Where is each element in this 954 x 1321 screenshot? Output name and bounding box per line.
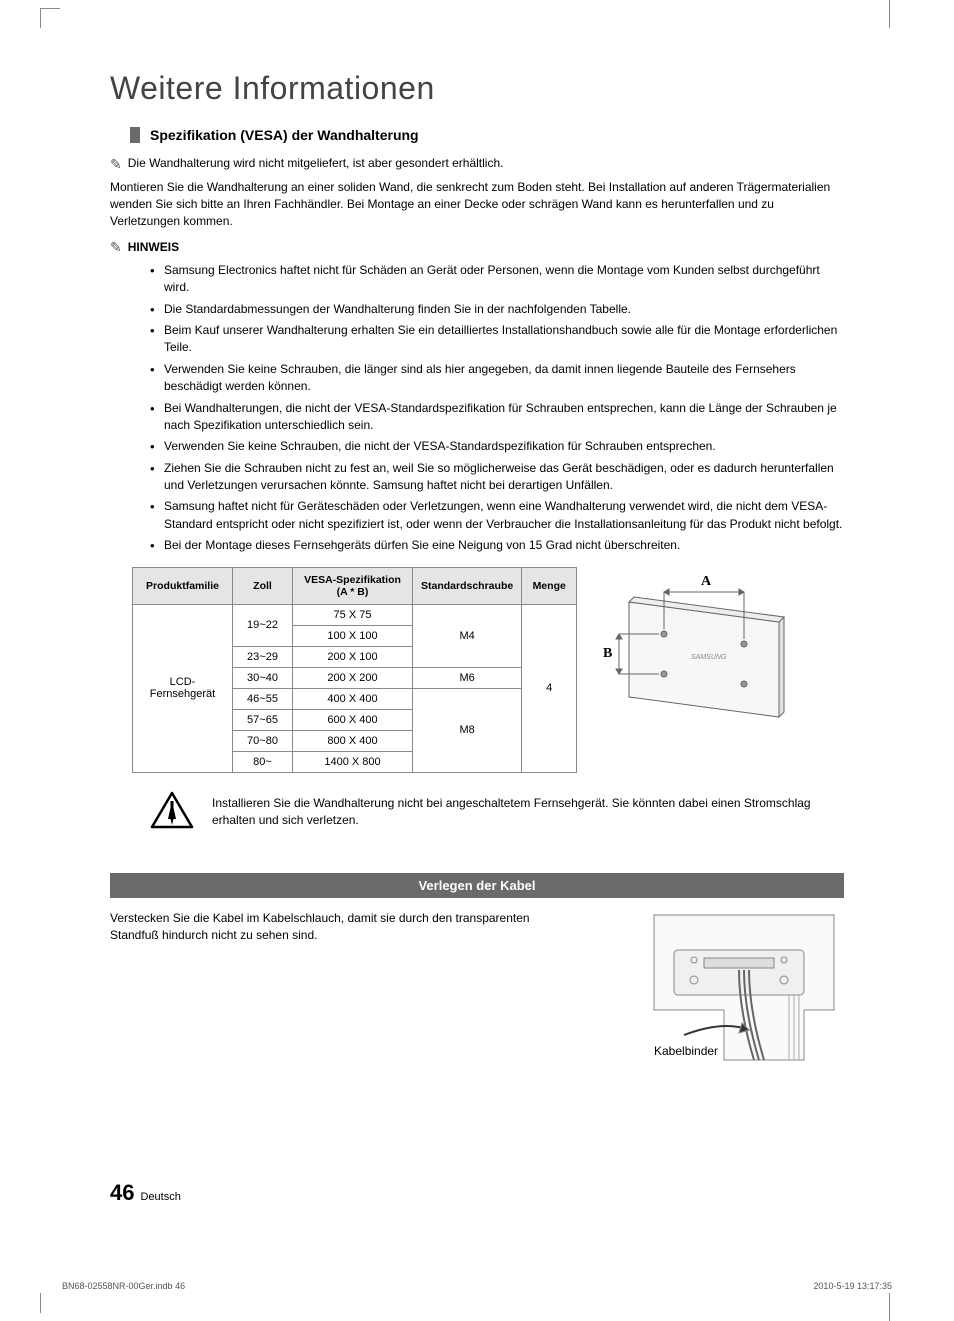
th-produktfamilie: Produktfamilie [133, 567, 233, 604]
cable-label: Kabelbinder [654, 1044, 718, 1058]
section-bar-icon [130, 127, 140, 143]
td-zoll: 70~80 [233, 730, 293, 751]
td-zoll: 80~ [233, 751, 293, 772]
td-zoll: 23~29 [233, 646, 293, 667]
td-vesa: 800 X 400 [293, 730, 413, 751]
bullet-item: Samsung Electronics haftet nicht für Sch… [150, 262, 844, 297]
section-title: Spezifikation (VESA) der Wandhalterung [150, 127, 419, 143]
note-line: ✎ Die Wandhalterung wird nicht mitgelief… [110, 155, 844, 175]
page-content: Weitere Informationen Spezifikation (VES… [110, 70, 844, 1070]
th-vesa: VESA-Spezifikation (A * B) [293, 567, 413, 604]
td-screw: M4 [413, 604, 522, 667]
svg-text:A: A [701, 574, 712, 589]
warning-icon [150, 791, 194, 831]
td-vesa: 600 X 400 [293, 709, 413, 730]
main-title: Weitere Informationen [110, 70, 844, 107]
bullet-item: Die Standardabmessungen der Wandhalterun… [150, 301, 844, 318]
td-vesa: 200 X 100 [293, 646, 413, 667]
warning-row: Installieren Sie die Wandhalterung nicht… [110, 791, 844, 831]
td-menge: 4 [522, 604, 577, 772]
page-number: 46 [110, 1180, 134, 1206]
bullet-item: Verwenden Sie keine Schrauben, die länge… [150, 361, 844, 396]
td-screw: M6 [413, 667, 522, 688]
bullet-item: Samsung haftet nicht für Geräteschäden o… [150, 498, 844, 533]
bullet-item: Bei Wandhalterungen, die nicht der VESA-… [150, 400, 844, 435]
page-lang: Deutsch [140, 1191, 180, 1203]
bullet-item: Bei der Montage dieses Fernsehgeräts dür… [150, 537, 844, 554]
section-header: Spezifikation (VESA) der Wandhalterung [110, 127, 844, 143]
cable-row: Verstecken Sie die Kabel im Kabelschlauc… [110, 910, 844, 1070]
td-zoll: 57~65 [233, 709, 293, 730]
warning-text: Installieren Sie die Wandhalterung nicht… [212, 791, 844, 830]
bullet-item: Beim Kauf unserer Wandhalterung erhalten… [150, 322, 844, 357]
svg-text:SAMSUNG: SAMSUNG [691, 654, 727, 661]
note-icon: ✎ [110, 239, 122, 256]
td-vesa: 1400 X 800 [293, 751, 413, 772]
td-vesa: 75 X 75 [293, 604, 413, 625]
note-icon: ✎ [110, 155, 122, 175]
intro-text: Montieren Sie die Wandhalterung an einer… [110, 179, 844, 231]
td-vesa: 200 X 200 [293, 667, 413, 688]
td-vesa: 400 X 400 [293, 688, 413, 709]
td-zoll: 19~22 [233, 604, 293, 646]
print-footer-right: 2010-5-19 13:17:35 [813, 1281, 892, 1291]
cable-banner: Verlegen der Kabel [110, 873, 844, 898]
cable-diagram: Kabelbinder [624, 910, 844, 1070]
td-family: LCD-Fernsehgerät [133, 604, 233, 772]
hinweis-label: HINWEIS [128, 240, 179, 254]
td-vesa: 100 X 100 [293, 625, 413, 646]
th-screw: Standardschraube [413, 567, 522, 604]
td-zoll: 46~55 [233, 688, 293, 709]
td-zoll: 30~40 [233, 667, 293, 688]
note-text: Die Wandhalterung wird nicht mitgeliefer… [128, 155, 504, 172]
bullet-list: Samsung Electronics haftet nicht für Sch… [110, 262, 844, 555]
table-diagram-row: Produktfamilie Zoll VESA-Spezifikation (… [110, 567, 844, 773]
cable-text: Verstecken Sie die Kabel im Kabelschlauc… [110, 910, 580, 945]
td-screw: M8 [413, 688, 522, 772]
bullet-item: Ziehen Sie die Schrauben nicht zu fest a… [150, 460, 844, 495]
print-footer-left: BN68-02558NR-00Ger.indb 46 [62, 1281, 185, 1291]
svg-text:B: B [603, 646, 612, 661]
th-menge: Menge [522, 567, 577, 604]
hinweis-row: ✎ HINWEIS [110, 239, 844, 256]
vesa-table: Produktfamilie Zoll VESA-Spezifikation (… [132, 567, 577, 773]
bullet-item: Verwenden Sie keine Schrauben, die nicht… [150, 438, 844, 455]
th-zoll: Zoll [233, 567, 293, 604]
page-footer: 46 Deutsch [110, 1180, 181, 1206]
vesa-diagram: A B SAMSUNG [589, 567, 799, 727]
